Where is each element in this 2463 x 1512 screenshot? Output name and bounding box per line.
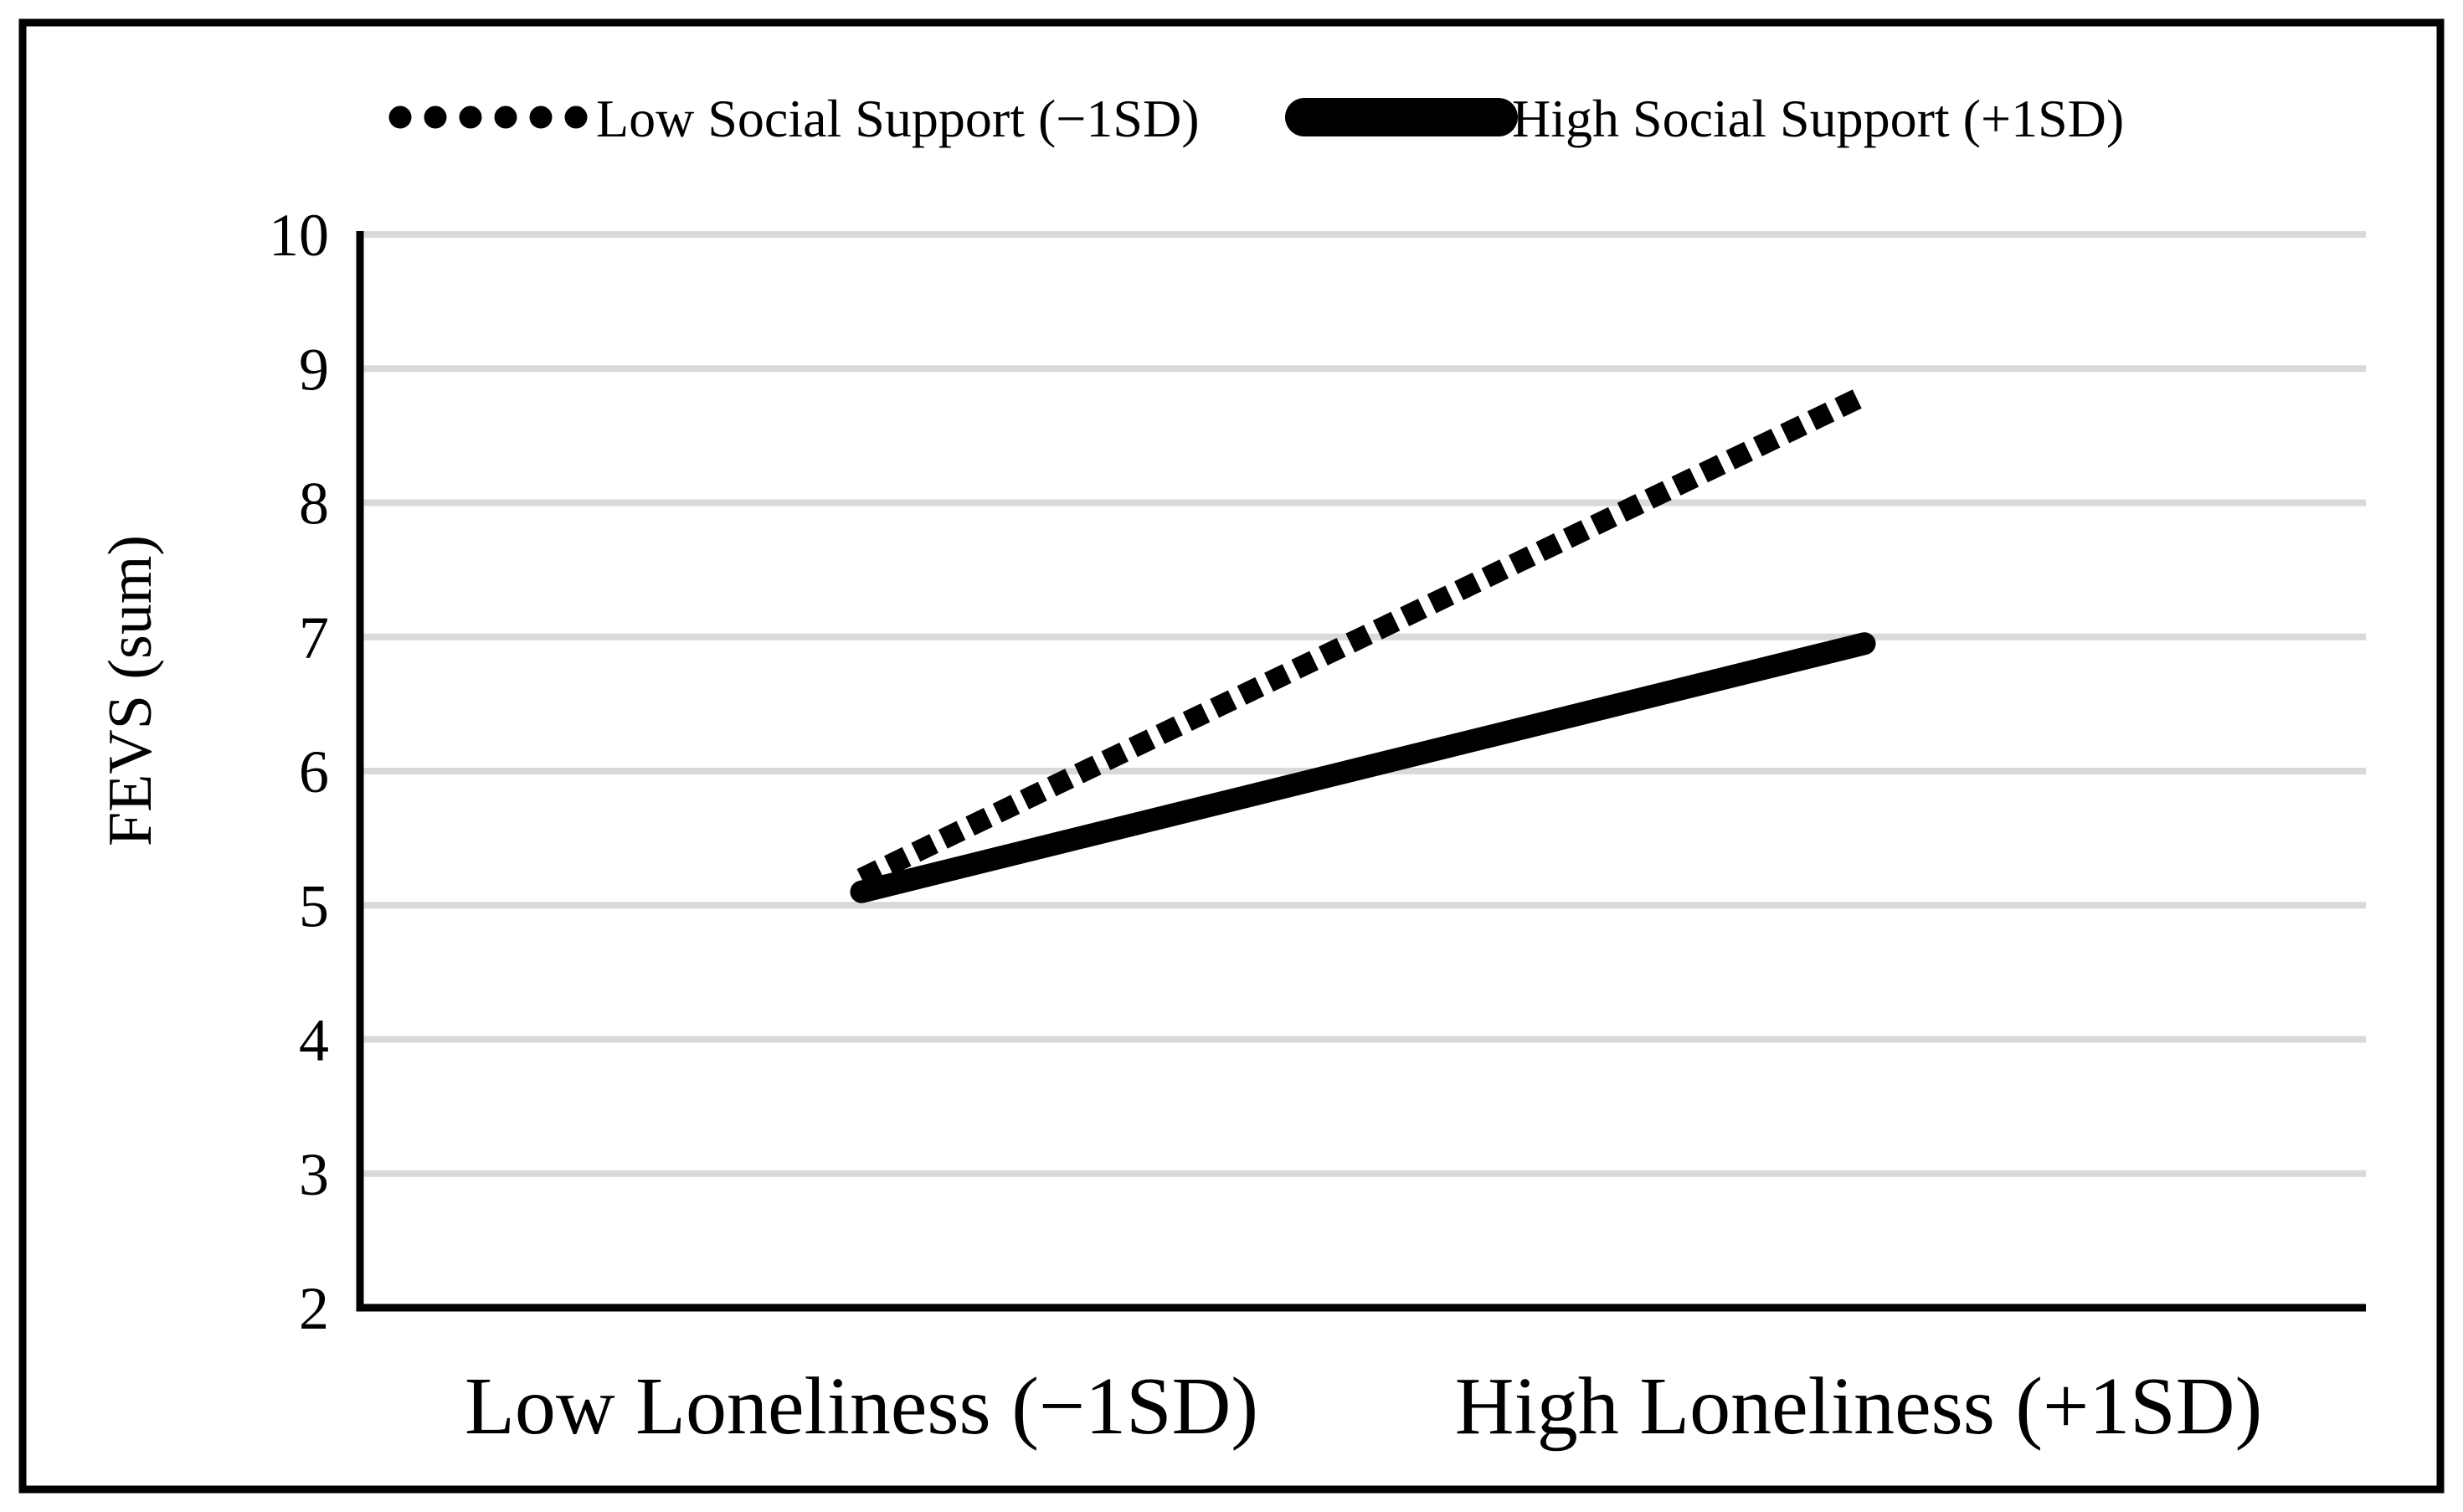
legend-marker-dotted-line: [388, 105, 588, 129]
legend-dot: [388, 105, 412, 129]
x-category-label-high-loneliness: High Loneliness (+1SD): [1455, 1361, 2262, 1452]
legend-dot: [564, 105, 588, 129]
y-tick-label-4: 4: [299, 1007, 329, 1074]
y-tick-label-6: 6: [299, 738, 329, 805]
y-axis-title: FEVS (sum): [96, 535, 165, 846]
x-category-label-low-loneliness: Low Loneliness (−1SD): [465, 1361, 1258, 1452]
legend-dot: [494, 105, 517, 129]
y-tick-label-10: 10: [269, 202, 329, 269]
legend: Low Social Support (−1SD) High Social Su…: [388, 89, 2124, 148]
y-tick-label-2: 2: [299, 1275, 329, 1342]
series-line-low-social-support: [856, 386, 1869, 888]
y-tick-label-7: 7: [299, 604, 329, 671]
series-line-high-social-support: [850, 632, 1876, 903]
y-tick-label-8: 8: [299, 471, 329, 537]
y-tick-labels: 2 3 4 5 6 7 8 9 10: [269, 202, 329, 1342]
figure-border: [18, 18, 2445, 1494]
legend-dot: [529, 105, 553, 129]
y-tick-label-9: 9: [299, 336, 329, 403]
series-lines: [850, 386, 1876, 903]
legend-label-high-social-support: High Social Support (+1SD): [1512, 89, 2124, 148]
legend-dot: [459, 105, 482, 129]
gridlines: [360, 231, 2366, 1177]
y-tick-label-3: 3: [299, 1141, 329, 1208]
y-tick-label-5: 5: [299, 872, 329, 939]
legend-dot: [424, 105, 447, 129]
legend-label-low-social-support: Low Social Support (−1SD): [596, 89, 1200, 148]
